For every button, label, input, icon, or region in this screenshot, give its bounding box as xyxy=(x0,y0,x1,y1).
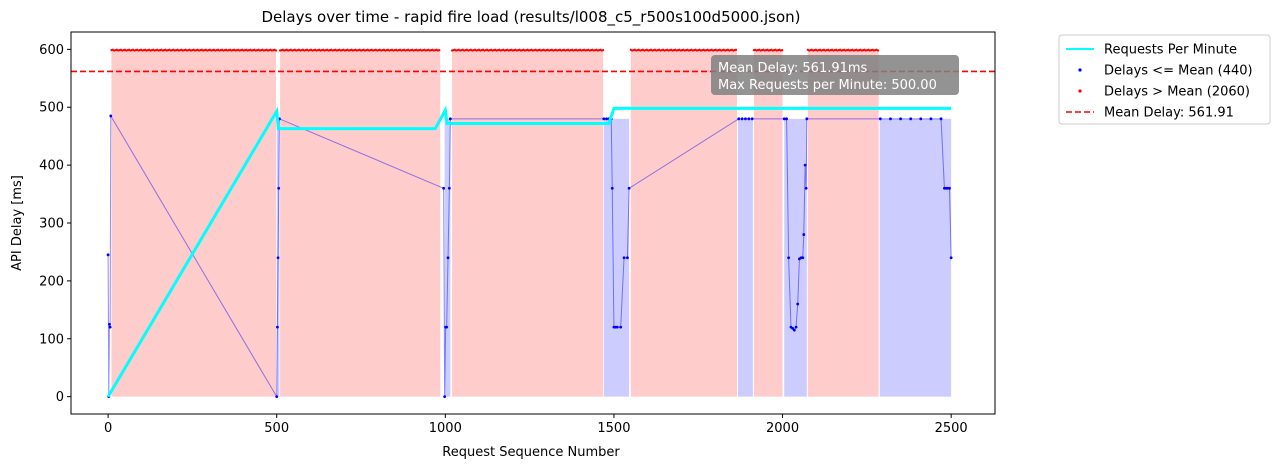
blue-dot xyxy=(802,233,806,236)
blue-dot xyxy=(277,186,281,190)
requests-per-minute-line xyxy=(106,105,952,398)
blue-dot xyxy=(605,117,608,121)
blue-dot xyxy=(787,256,791,260)
blue-dot xyxy=(446,256,450,260)
legend-label: Requests Per Minute xyxy=(1104,43,1237,58)
blue-dot xyxy=(602,117,606,121)
blue-dot xyxy=(909,117,913,121)
blue-dot xyxy=(442,186,446,190)
x-tick-label: 2500 xyxy=(935,421,968,436)
blue-dot xyxy=(939,117,943,121)
blue-dot xyxy=(443,395,447,399)
blue-dot xyxy=(803,163,807,167)
axes: 0 500 1000 1500 2000 2500 0 100 200 300 400 500 600 xyxy=(39,43,968,436)
x-tick-label: 500 xyxy=(264,421,289,436)
legend-label: Delays > Mean (2060) xyxy=(1104,85,1250,100)
red-dot xyxy=(602,49,605,52)
y-tick-label: 400 xyxy=(39,159,64,174)
annotation-line-2: Max Requests per Minute: 500.00 xyxy=(718,78,937,93)
blue-dot xyxy=(792,328,796,332)
x-tick-label: 2000 xyxy=(766,421,799,436)
fill-region-1 xyxy=(280,50,441,397)
y-tick-label: 100 xyxy=(39,332,64,347)
y-tick-label: 0 xyxy=(56,390,64,405)
y-tick-label: 500 xyxy=(39,101,64,116)
fill-region-5 xyxy=(807,50,879,397)
blue-dot xyxy=(615,325,619,329)
fill-region-0 xyxy=(111,50,277,397)
blue-dot xyxy=(448,117,452,121)
y-tick-label: 600 xyxy=(39,43,64,58)
blue-dot xyxy=(275,395,279,399)
x-axis-label: Request Sequence Number xyxy=(442,445,620,460)
blue-dot xyxy=(801,256,805,260)
red-dot xyxy=(438,49,441,52)
fill-region-2 xyxy=(452,50,604,397)
blue-dot xyxy=(919,117,923,121)
blue-dot xyxy=(899,117,902,121)
blue-dot xyxy=(108,322,111,326)
blue-dot xyxy=(804,186,808,190)
blue-dot xyxy=(949,256,953,260)
fill-region-9 xyxy=(738,118,753,397)
legend: Requests Per Minute Delays <= Mean (440) D… xyxy=(1058,34,1271,125)
fill-region-11 xyxy=(879,118,952,397)
blue-dot xyxy=(447,186,451,190)
y-tick-label: 300 xyxy=(39,217,64,232)
blue-dot xyxy=(740,117,744,121)
blue-dot xyxy=(750,117,754,121)
blue-dot xyxy=(626,256,629,260)
x-tick-label: 1000 xyxy=(429,421,462,436)
blue-dot xyxy=(889,117,892,121)
fill-region-4 xyxy=(753,50,783,397)
blue-dot xyxy=(622,256,626,260)
blue-dot xyxy=(627,186,631,190)
blue-dot xyxy=(744,117,747,121)
blue-dot xyxy=(794,325,798,329)
red-dot xyxy=(274,49,278,52)
blue-dot xyxy=(785,117,788,121)
blue-dot xyxy=(276,256,280,260)
blue-dot xyxy=(948,186,951,190)
blue-dot xyxy=(805,117,809,121)
fill-region-3 xyxy=(630,50,738,397)
legend-swatch-dot xyxy=(1078,89,1082,93)
red-dot xyxy=(734,48,738,51)
annotation-line-1: Mean Delay: 561.91ms xyxy=(718,61,868,76)
blue-dot xyxy=(619,325,623,329)
blue-dot xyxy=(109,114,113,118)
blue-dot xyxy=(275,325,279,329)
blue-dot xyxy=(878,117,882,121)
red-dot xyxy=(781,49,784,52)
blue-dot xyxy=(108,325,112,329)
legend-label: Mean Delay: 561.91 xyxy=(1104,106,1234,121)
legend-swatch-dot xyxy=(1078,68,1082,72)
x-tick-label: 0 xyxy=(104,421,112,436)
blue-dot xyxy=(737,117,741,121)
blue-dot xyxy=(782,117,786,121)
legend-label: Delays <= Mean (440) xyxy=(1104,64,1253,79)
blue-dot xyxy=(610,186,614,190)
red-dot xyxy=(876,49,880,52)
plot-area xyxy=(71,48,995,399)
blue-dot xyxy=(929,117,933,121)
y-axis-label: API Delay [ms] xyxy=(10,175,25,271)
blue-dot xyxy=(796,302,800,306)
x-tick-label: 1500 xyxy=(597,421,630,436)
blue-dot xyxy=(791,326,795,330)
blue-dot xyxy=(747,117,751,121)
blue-dot xyxy=(445,325,449,329)
chart-title: Delays over time - rapid fire load (resu… xyxy=(261,8,800,27)
annotation-box: Mean Delay: 561.91ms Max Requests per Mi… xyxy=(711,55,959,95)
blue-dot xyxy=(106,253,110,257)
y-tick-label: 200 xyxy=(39,274,64,289)
